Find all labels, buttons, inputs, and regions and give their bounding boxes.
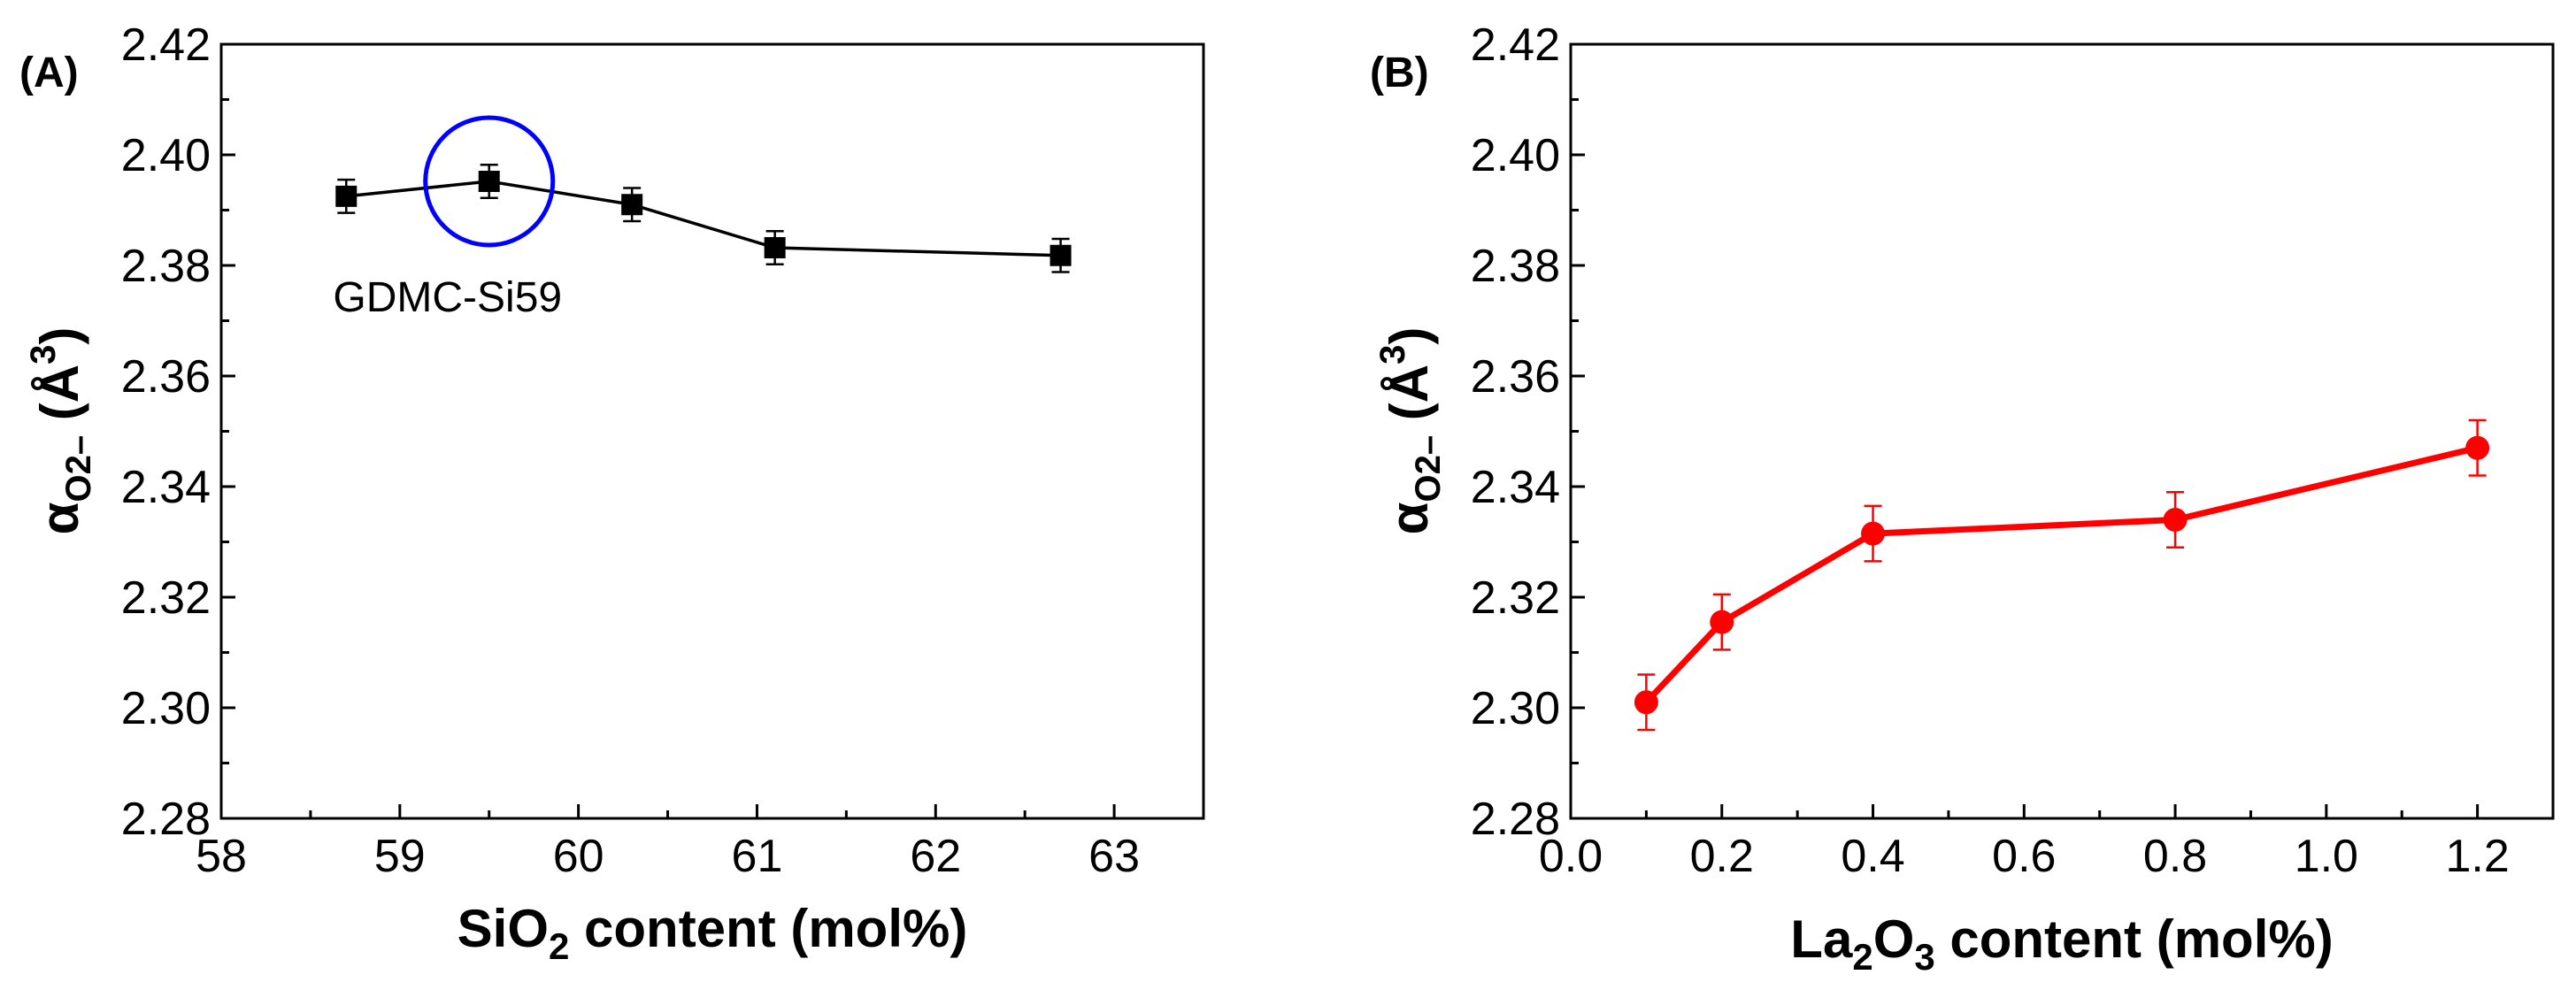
chart-panel-a: (A) 2.282.302.322.342.362.382.402.42 58 5… [19,19,1205,967]
data-point [621,194,643,216]
data-point [1050,244,1072,266]
y-tick-label: 2.42 [1471,19,1560,71]
panel-b-y-axis-label: αO2– (Å3) [1373,327,1448,535]
y-tick-label: 2.40 [1471,130,1560,181]
panel-b-series [1634,418,2490,732]
x-tick-label: 0.4 [1841,831,1904,882]
y-tick-label: 2.34 [1471,462,1560,513]
x-tick-label: 1.2 [2445,831,2509,882]
data-point [1861,521,1886,546]
data-point [2163,508,2188,532]
x-tick-label: 0.0 [1539,831,1603,882]
data-point [1710,610,1734,634]
x-tick-label: 60 [553,831,604,882]
data-point [764,237,786,258]
panel-b-y-ticks: 2.28 2.30 2.32 2.34 2.36 2.38 2.40 2.42 [1471,19,1585,845]
panel-a-label: (A) [19,50,79,96]
data-point [478,171,500,192]
series-line [346,180,1061,257]
panel-b-x-ticks: 0.0 0.2 0.4 0.6 0.8 1.0 1.2 [1539,804,2510,882]
y-tick-label: 2.28 [121,794,211,845]
panel-b-label: (B) [1370,50,1429,96]
x-tick-label: 62 [910,831,961,882]
x-tick-label: 0.2 [1690,831,1754,882]
x-tick-label: 59 [374,831,426,882]
x-tick-label: 61 [732,831,783,882]
y-tick-label: 2.38 [1471,241,1560,292]
series-line [1643,444,2479,705]
panel-b-x-axis-label: La2O3 content (mol%) [1790,909,2333,978]
x-tick-label: 0.8 [2143,831,2207,882]
y-tick-label: 2.36 [121,351,211,403]
y-tick-label: 2.28 [1471,794,1560,845]
chart-panel-b: (B) 2.28 2.30 2.32 2.34 2.36 2.38 2.40 2.42 0.0… [1370,19,2555,978]
data-point [2465,435,2490,460]
annotation-gdmc-si59: GDMC-Si59 [333,274,562,321]
panel-a-series [335,164,1072,273]
panel-a-x-ticks: 58 59 60 61 62 63 [196,804,1140,882]
y-tick-label: 2.40 [121,130,211,181]
y-tick-label: 2.38 [121,241,211,292]
x-tick-label: 58 [196,831,247,882]
panel-b-plot-frame [1569,42,2555,820]
panel-a-x-axis-label: SiO2 content (mol%) [458,899,968,967]
y-tick-label: 2.34 [121,462,211,513]
highlight-circle [423,115,556,248]
panel-a-plot-frame [219,42,1205,820]
y-tick-label: 2.42 [121,19,211,71]
y-tick-label: 2.30 [121,683,211,734]
x-tick-label: 0.6 [1992,831,2056,882]
y-tick-label: 2.30 [1471,683,1560,734]
y-tick-label: 2.32 [121,572,211,624]
data-point [1634,690,1658,715]
x-tick-label: 1.0 [2295,831,2358,882]
y-tick-label: 2.32 [1471,572,1560,624]
panel-a-y-axis-label: αO2– (Å3) [24,327,98,535]
data-point [335,185,358,207]
y-tick-label: 2.36 [1471,351,1560,403]
x-tick-label: 63 [1088,831,1140,882]
panel-a-y-ticks: 2.28 2.30 2.32 2.34 2.36 2.38 2.40 2.42 [121,19,235,845]
